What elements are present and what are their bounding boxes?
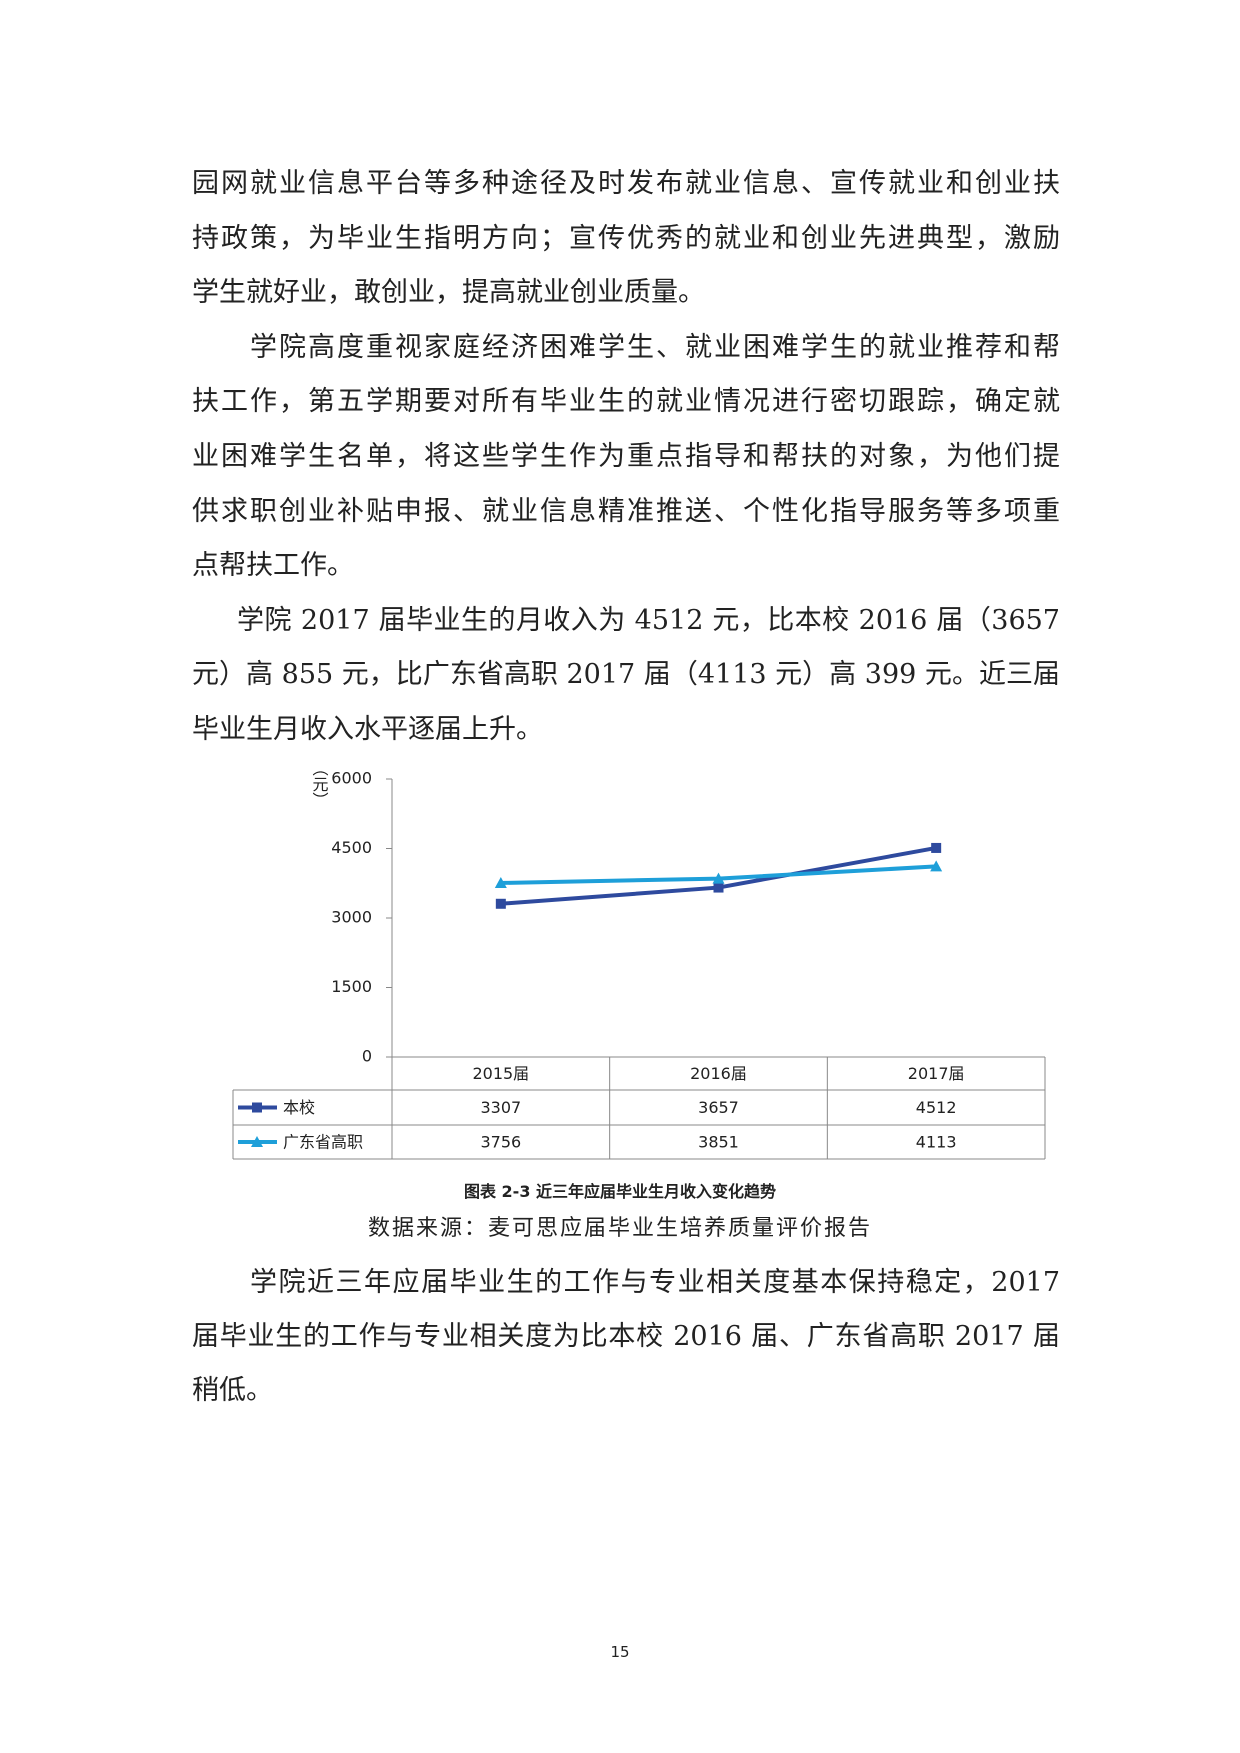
text-line: 扶工作，第五学期要对所有毕业生的就业情况进行密切跟踪，确定就 [192, 386, 1060, 418]
y-tick-label: 1500 [331, 977, 372, 996]
text-line: 稍低。 [192, 1375, 273, 1406]
point [712, 872, 725, 884]
table-value: 3756 [480, 1133, 521, 1152]
text-line: 学院高度重视家庭经济困难学生、就业困难学生的就业推荐和帮 [250, 331, 1060, 363]
legend-label: 本校 [283, 1098, 315, 1117]
legend-marker [252, 1102, 262, 1113]
y-tick-label: 6000 [331, 769, 372, 788]
table-value: 3657 [698, 1098, 739, 1117]
text-line: 学院 2017 届毕业生的月收入为 4512 元，比本校 2016 届（3657 [237, 604, 1060, 636]
text-line: 学院近三年应届毕业生的工作与专业相关度基本保持稳定，2017 [250, 1267, 1060, 1298]
figure-caption: 图表 2-3 近三年应届毕业生月收入变化趋势 [463, 1182, 777, 1201]
y-tick-label: 4500 [331, 838, 372, 857]
y-tick-label: 3000 [331, 908, 372, 927]
legend-marker [251, 1136, 263, 1147]
text-line: 届毕业生的工作与专业相关度为比本校 2016 届、广东省高职 2017 届 [192, 1321, 1060, 1352]
figure-source: 数据来源：麦可思应届毕业生培养质量评价报告 [367, 1216, 872, 1241]
legend-label: 广东省高职 [283, 1133, 363, 1152]
y-axis-label: （元） [310, 760, 329, 808]
x-tick-label: 2017届 [908, 1064, 965, 1083]
text-line: 持政策，为毕业生指明方向；宣传优秀的就业和创业先进典型，激励 [192, 222, 1060, 254]
text-line: 供求职创业补贴申报、就业信息精准推送、个性化指导服务等多项重 [192, 495, 1060, 527]
table-value: 4113 [916, 1133, 957, 1152]
text-line: 毕业生月收入水平逐届上升。 [192, 714, 543, 745]
text-line: 元）高 855 元，比广东省高职 2017 届（4113 元）高 399 元。近… [192, 659, 1060, 691]
text-line: 点帮扶工作。 [192, 550, 354, 582]
y-tick-label: 0 [362, 1047, 372, 1066]
point [931, 842, 942, 853]
page-number: 15 [610, 1643, 630, 1661]
x-tick-label: 2015届 [472, 1064, 529, 1083]
point [713, 882, 724, 893]
point [930, 860, 943, 872]
table-value: 3307 [480, 1098, 521, 1117]
x-tick-label: 2016届 [690, 1064, 747, 1083]
text-line: 学生就好业，敢创业，提高就业创业质量。 [192, 277, 705, 309]
table-value: 4512 [916, 1098, 957, 1117]
point [494, 876, 507, 888]
text-line: 园网就业信息平台等多种途径及时发布就业信息、宣传就业和创业扶 [192, 168, 1060, 199]
text-line: 业困难学生名单，将这些学生作为重点指导和帮扶的对象，为他们提 [192, 441, 1060, 472]
table-value: 3851 [698, 1133, 739, 1152]
point [495, 898, 506, 909]
